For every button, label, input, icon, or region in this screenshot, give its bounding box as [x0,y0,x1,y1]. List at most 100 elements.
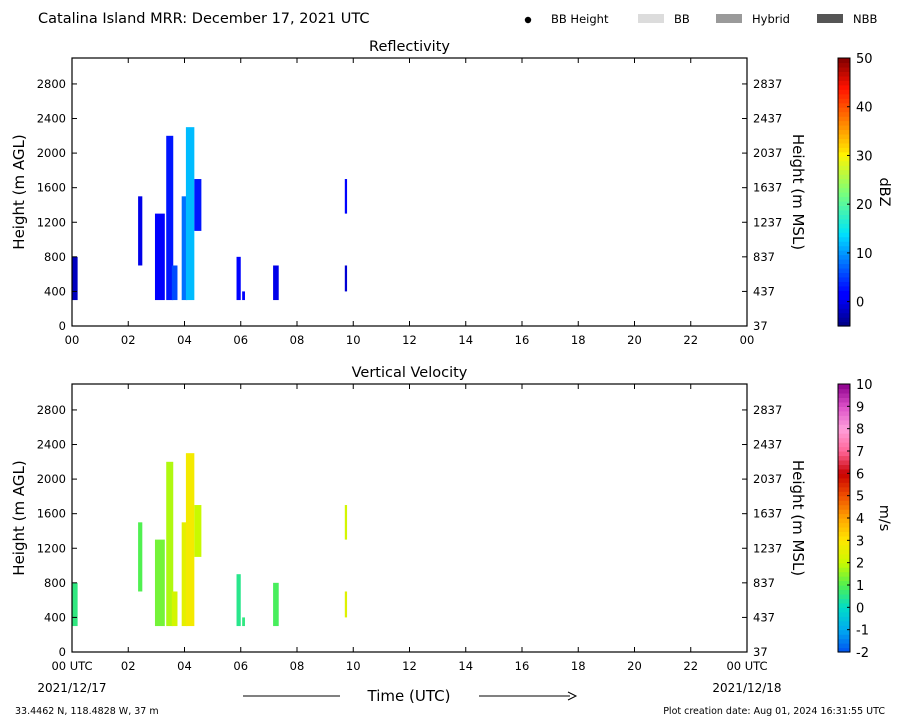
colorbar-segment [838,544,850,550]
x-tick-label: 12 [402,333,417,347]
colorbar-segment [838,142,850,148]
colorbar-segment [838,174,850,180]
colorbar-segment [838,236,850,242]
echo-cell [154,213,165,301]
colorbar-segment [838,303,850,309]
colorbar-segment [838,58,850,64]
x-tick-label: 10 [346,659,361,673]
colorbar-segment [838,93,850,99]
colorbar-segment [838,89,850,95]
echo-cell [236,256,241,301]
x-tick-label: 20 [627,333,642,347]
echo-cell [72,582,78,627]
y-right-tick-label: 2837 [753,403,782,417]
colorbar-segment [838,178,850,184]
x-tick-label: 14 [458,333,473,347]
colorbar-segment [838,482,850,488]
colorbar-segment [838,62,850,68]
colorbar-segment [838,245,850,251]
colorbar-segment [838,205,850,211]
echo-cell [185,127,195,301]
colorbar-segment [838,272,850,278]
x-tick-label: 02 [121,659,136,673]
y-tick-label: 400 [44,284,66,298]
time-arrow-head [567,691,578,701]
colorbar-segment [838,169,850,175]
colorbar-tick-label: 10 [856,247,873,262]
panels: Reflectivity0400800120016002000240028003… [10,39,892,673]
colorbar-segment [838,629,850,635]
y-axis-label: Height (m AGL) [10,134,28,249]
colorbar-segment [838,495,850,501]
x-tick-label: 08 [290,659,305,673]
colorbar-segment [838,406,850,412]
colorbar-frame [837,57,851,327]
colorbar-segment [838,504,850,510]
y-tick-label: 2400 [37,438,66,452]
end-date-label: 2021/12/18 [712,681,781,695]
legend-label: BB Height [551,12,609,26]
colorbar-segment [838,638,850,644]
start-date-label: 2021/12/17 [37,681,106,695]
y-right-tick-label: 1637 [753,181,782,195]
reflectivity-panel: Reflectivity0400800120016002000240028003… [10,39,892,347]
y-tick-label: 0 [59,319,66,333]
x-tick-label: 20 [627,659,642,673]
colorbar-segment [838,616,850,622]
colorbar-segment [838,80,850,86]
colorbar-segment [838,241,850,247]
colorbar-tick-label: 40 [856,101,873,116]
colorbar-segment [838,192,850,198]
colorbar-segment [838,571,850,577]
x-tick-label: 00 UTC [51,659,92,673]
x-tick-label: 04 [177,659,192,673]
creation-date-label: Plot creation date: Aug 01, 2024 16:31:5… [663,706,885,717]
x-tick-label: 04 [177,333,192,347]
x-tick-label: 06 [233,659,248,673]
colorbar-segment [838,647,850,653]
colorbar-segment [838,214,850,220]
echo-cell [171,265,178,301]
colorbar-tick-label: 0 [856,601,864,616]
echo-cell [138,196,143,266]
colorbar-segment [838,643,850,649]
figure-footer: 2021/12/17 2021/12/18 Time (UTC) 33.4462… [15,681,885,717]
y-axis-label: Height (m AGL) [10,460,28,575]
colorbar-segment [838,580,850,586]
colorbar-segment [838,558,850,564]
colorbar-segment [838,111,850,117]
echo-cell [236,574,241,627]
colorbar-segment [838,442,850,448]
x-tick-label: 12 [402,659,417,673]
colorbar-label: m/s [876,505,892,532]
colorbar-segment [838,446,850,452]
colorbar-segment [838,433,850,439]
echo-cell [194,505,202,557]
colorbar-tick-label: 2 [856,557,864,572]
colorbar-segment [838,263,850,269]
y-right-tick-label: 1237 [753,215,782,229]
echo-cell [344,505,348,540]
y-right-tick-label: 2437 [753,438,782,452]
colorbar-tick-label: 6 [856,467,864,482]
colorbar-tick-label: 50 [856,52,873,67]
colorbar-segment [838,589,850,595]
echo-cell [171,591,178,627]
echo-cell [273,265,279,301]
colorbar-segment [838,321,850,327]
x-tick-label: 18 [571,659,586,673]
colorbar-segment [838,531,850,537]
x-tick-label: 00 [65,333,80,347]
colorbar-segment [838,491,850,497]
colorbar-segment [838,133,850,139]
x-tick-label: 22 [683,333,698,347]
x-tick-label: 22 [683,659,698,673]
colorbar-segment [838,397,850,403]
x-tick-label: 00 [740,333,755,347]
colorbar-segment [838,477,850,483]
y-tick-label: 800 [44,576,66,590]
colorbar-tick-label: 4 [856,512,864,527]
panel-title: Vertical Velocity [352,365,468,381]
echo-cell [344,265,348,292]
y-right-tick-label: 2037 [753,146,782,160]
